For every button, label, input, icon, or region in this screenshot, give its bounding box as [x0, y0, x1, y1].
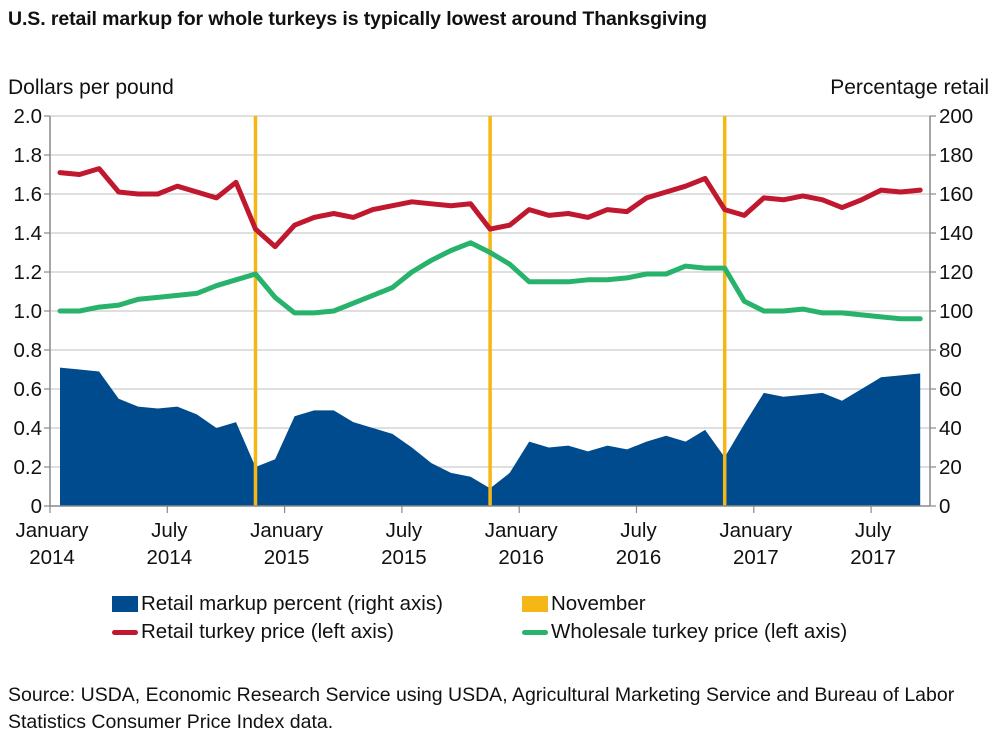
legend-label-markup: Retail markup percent (right axis)	[141, 592, 443, 615]
svg-text:1.6: 1.6	[14, 183, 43, 206]
svg-text:July: July	[855, 519, 892, 542]
svg-text:40: 40	[939, 417, 962, 440]
november-swatch-icon	[522, 596, 548, 612]
svg-text:1.0: 1.0	[14, 300, 43, 323]
svg-text:2017: 2017	[733, 546, 779, 569]
retail-price-line	[57, 166, 923, 250]
svg-text:2014: 2014	[29, 546, 75, 569]
svg-text:2016: 2016	[498, 546, 544, 569]
chart-title: U.S. retail markup for whole turkeys is …	[8, 8, 707, 30]
svg-text:January: January	[719, 519, 793, 542]
svg-text:140: 140	[939, 222, 973, 245]
svg-text:July: July	[620, 519, 657, 542]
svg-text:0: 0	[939, 495, 950, 518]
svg-text:July: July	[151, 519, 188, 542]
svg-text:0.4: 0.4	[14, 417, 43, 440]
retail-line-swatch-icon	[112, 629, 138, 635]
svg-text:0: 0	[31, 495, 42, 518]
retail-markup-area	[60, 367, 921, 506]
legend-item-november: November	[522, 592, 646, 616]
axes	[44, 115, 936, 513]
svg-text:January: January	[250, 519, 324, 542]
legend-item-wholesale: Wholesale turkey price (left axis)	[522, 620, 847, 644]
svg-text:200: 200	[939, 105, 973, 128]
november-markers	[253, 116, 727, 506]
wholesale-price-line	[57, 240, 923, 322]
svg-text:2015: 2015	[264, 546, 310, 569]
wholesale-line-swatch-icon	[522, 629, 548, 635]
legend-item-markup: Retail markup percent (right axis)	[112, 592, 443, 616]
svg-text:100: 100	[939, 300, 973, 323]
chart-plot-area: 0 0.2 0.4 0.6 0.8 1.0 1.2 1.4 1.6 1.8 2.0 0 20 40 60 80…	[14, 105, 974, 569]
legend-label-retail: Retail turkey price (left axis)	[141, 620, 394, 643]
svg-text:2014: 2014	[146, 546, 192, 569]
svg-text:January: January	[16, 519, 90, 542]
svg-text:2015: 2015	[381, 546, 427, 569]
svg-text:2.0: 2.0	[14, 105, 43, 128]
markup-swatch-icon	[112, 596, 138, 612]
legend-label-wholesale: Wholesale turkey price (left axis)	[551, 620, 848, 643]
svg-text:0.8: 0.8	[14, 339, 43, 362]
left-axis-label: Dollars per pound	[8, 76, 174, 99]
legend-item-retail: Retail turkey price (left axis)	[112, 620, 394, 644]
svg-text:0.6: 0.6	[14, 378, 43, 401]
svg-text:January: January	[485, 519, 559, 542]
svg-text:80: 80	[939, 339, 962, 362]
source-note: Source: USDA, Economic Research Service …	[8, 684, 955, 733]
svg-text:July: July	[386, 519, 423, 542]
svg-text:1.8: 1.8	[14, 144, 43, 167]
svg-text:20: 20	[939, 456, 962, 479]
svg-text:160: 160	[939, 183, 973, 206]
legend-label-november: November	[551, 592, 646, 615]
svg-text:0.2: 0.2	[14, 456, 43, 479]
svg-text:60: 60	[939, 378, 962, 401]
svg-text:2016: 2016	[616, 546, 662, 569]
svg-text:120: 120	[939, 261, 973, 284]
svg-text:180: 180	[939, 144, 973, 167]
svg-text:1.2: 1.2	[14, 261, 43, 284]
svg-text:2017: 2017	[850, 546, 896, 569]
tick-labels: 0 0.2 0.4 0.6 0.8 1.0 1.2 1.4 1.6 1.8 2.0 0 20 40 60 80…	[14, 105, 974, 569]
svg-text:1.4: 1.4	[14, 222, 43, 245]
right-axis-label: Percentage retail	[830, 76, 989, 99]
